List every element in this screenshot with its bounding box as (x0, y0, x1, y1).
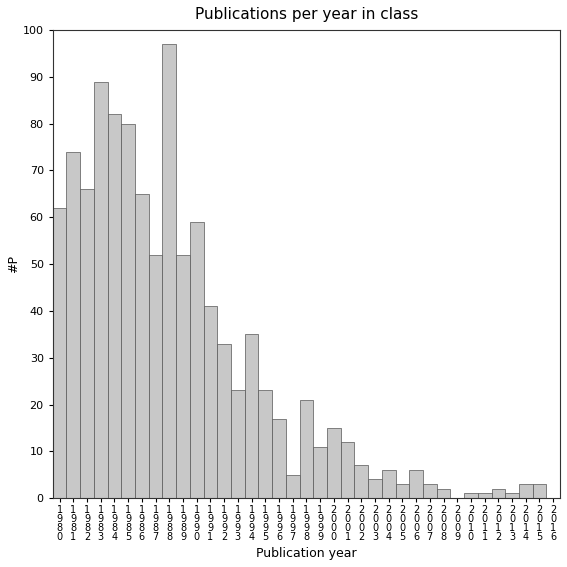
Bar (313, 447, 327, 498)
Bar (53, 208, 66, 498)
Bar (423, 484, 437, 498)
Bar (519, 484, 532, 498)
Bar (149, 255, 162, 498)
X-axis label: Publication year: Publication year (256, 547, 357, 560)
Bar (299, 400, 313, 498)
Bar (341, 442, 354, 498)
Bar (272, 418, 286, 498)
Bar (478, 493, 492, 498)
Bar (176, 255, 190, 498)
Bar (259, 391, 272, 498)
Bar (532, 484, 547, 498)
Bar (94, 82, 108, 498)
Bar (286, 475, 299, 498)
Bar (162, 44, 176, 498)
Bar (245, 335, 259, 498)
Y-axis label: #P: #P (7, 255, 20, 273)
Bar (231, 391, 245, 498)
Bar (204, 306, 217, 498)
Title: Publications per year in class: Publications per year in class (194, 7, 418, 22)
Bar (396, 484, 409, 498)
Bar (354, 466, 368, 498)
Bar (327, 428, 341, 498)
Bar (135, 194, 149, 498)
Bar (382, 470, 396, 498)
Bar (190, 222, 204, 498)
Bar (80, 189, 94, 498)
Bar (66, 152, 80, 498)
Bar (437, 489, 450, 498)
Bar (368, 480, 382, 498)
Bar (464, 493, 478, 498)
Bar (505, 493, 519, 498)
Bar (121, 124, 135, 498)
Bar (492, 489, 505, 498)
Bar (409, 470, 423, 498)
Bar (217, 344, 231, 498)
Bar (108, 115, 121, 498)
